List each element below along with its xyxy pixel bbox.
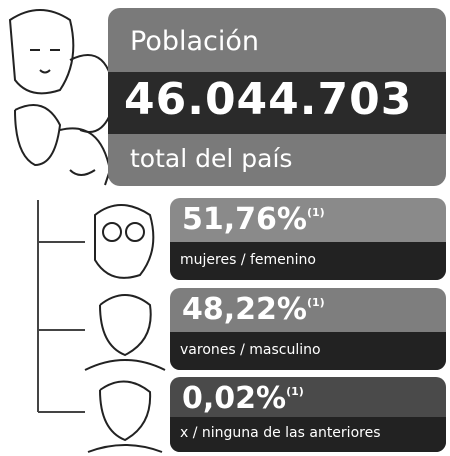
footnote-mark: (1) bbox=[307, 296, 325, 309]
item-box: 0,02%(1) x / ninguna de las anteriores bbox=[170, 377, 446, 452]
population-caption: total del país bbox=[130, 144, 292, 173]
item-percent: 48,22%(1) bbox=[182, 292, 325, 327]
population-band: 46.044.703 bbox=[108, 72, 446, 134]
population-label: Población bbox=[130, 26, 259, 57]
percent-value: 48,22% bbox=[182, 292, 307, 327]
percent-value: 51,76% bbox=[182, 202, 307, 237]
infographic: Población 46.044.703 total del país 51,7… bbox=[0, 0, 450, 456]
item-label: mujeres / femenino bbox=[180, 252, 316, 268]
population-box: Población 46.044.703 total del país bbox=[108, 8, 446, 186]
item-band: x / ninguna de las anteriores bbox=[170, 417, 446, 452]
item-percent: 0,02%(1) bbox=[182, 381, 304, 416]
item-band: varones / masculino bbox=[170, 332, 446, 370]
item-percent: 51,76%(1) bbox=[182, 202, 325, 237]
item-label: varones / masculino bbox=[180, 342, 321, 358]
item-band: mujeres / femenino bbox=[170, 242, 446, 280]
item-label: x / ninguna de las anteriores bbox=[180, 425, 380, 441]
population-value: 46.044.703 bbox=[124, 74, 412, 125]
item-box: 48,22%(1) varones / masculino bbox=[170, 288, 446, 370]
item-box: 51,76%(1) mujeres / femenino bbox=[170, 198, 446, 280]
footnote-mark: (1) bbox=[286, 385, 304, 398]
percent-value: 0,02% bbox=[182, 381, 286, 416]
footnote-mark: (1) bbox=[307, 206, 325, 219]
